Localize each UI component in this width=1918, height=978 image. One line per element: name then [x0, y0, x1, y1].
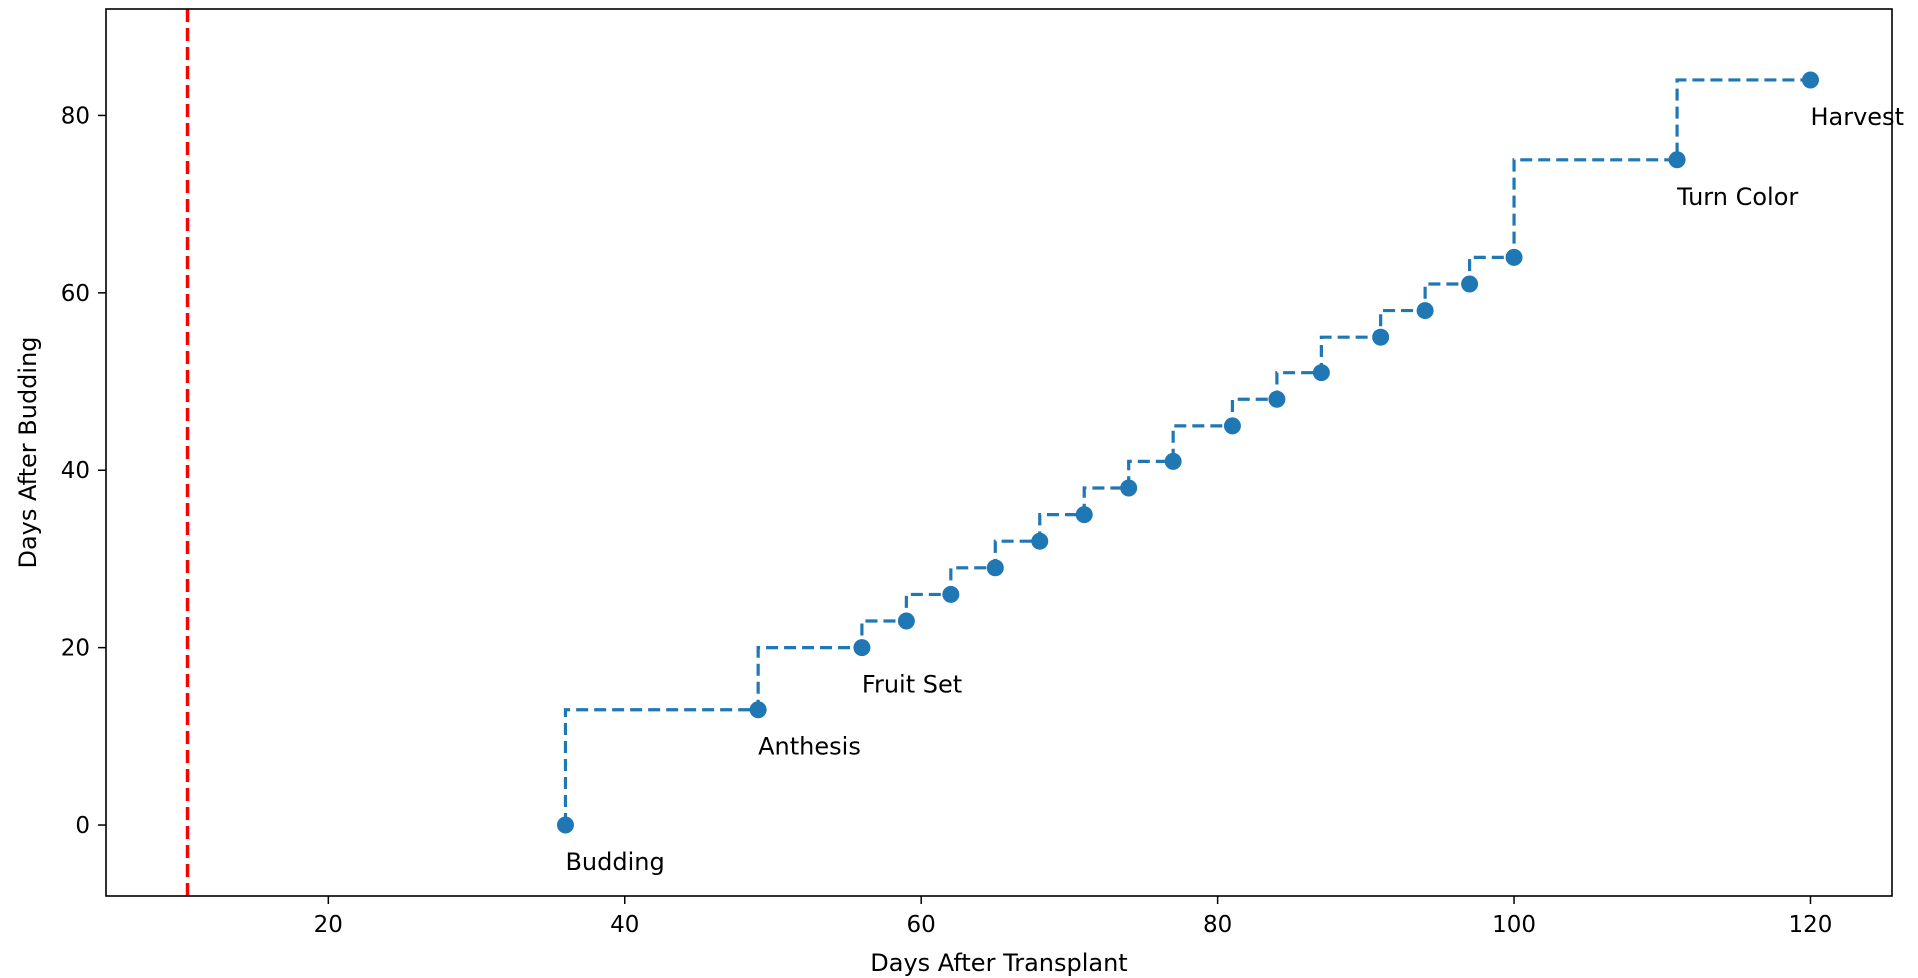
data-point — [1031, 532, 1049, 550]
plot-frame — [105, 8, 1893, 897]
data-point — [986, 559, 1004, 577]
data-point — [1312, 364, 1330, 382]
data-point — [1505, 248, 1523, 266]
point-label: Turn Color — [1676, 183, 1798, 211]
points-layer — [556, 71, 1819, 834]
y-tick-label: 40 — [61, 458, 90, 484]
data-point — [942, 585, 960, 603]
data-point — [1164, 452, 1182, 470]
data-point — [1120, 479, 1138, 497]
x-tick-label: 120 — [1789, 912, 1833, 938]
data-point — [556, 816, 574, 834]
data-point — [1075, 506, 1093, 524]
y-tick-label: 60 — [61, 281, 90, 307]
x-tick-label: 60 — [907, 912, 936, 938]
x-tick-label: 80 — [1203, 912, 1232, 938]
x-tick-label: 100 — [1492, 912, 1536, 938]
y-tick-label: 80 — [61, 103, 90, 129]
y-axis-label: Days After Budding — [14, 336, 42, 568]
x-axis-ticks: 20 40 60 80 100 120 — [314, 896, 1833, 938]
data-point — [1801, 71, 1819, 89]
data-point — [853, 639, 871, 657]
point-label: Harvest — [1810, 103, 1904, 131]
x-tick-label: 20 — [314, 912, 343, 938]
data-point — [1668, 151, 1686, 169]
x-axis-label: Days After Transplant — [870, 949, 1127, 977]
point-label: Budding — [565, 848, 664, 876]
data-point — [1461, 275, 1479, 293]
point-label: Anthesis — [758, 733, 861, 761]
annotations-layer: Budding Anthesis Fruit Set Turn Color Harves… — [565, 103, 1904, 876]
data-point — [1223, 417, 1241, 435]
y-axis-ticks: 0 20 40 60 80 — [61, 103, 106, 839]
x-tick-label: 40 — [610, 912, 639, 938]
data-point — [1372, 328, 1390, 346]
data-point — [897, 612, 915, 630]
data-point — [1268, 390, 1286, 408]
data-point — [749, 701, 767, 719]
data-point — [1416, 302, 1434, 320]
y-tick-label: 20 — [61, 636, 90, 662]
point-label: Fruit Set — [862, 671, 962, 699]
y-tick-label: 0 — [75, 813, 90, 839]
